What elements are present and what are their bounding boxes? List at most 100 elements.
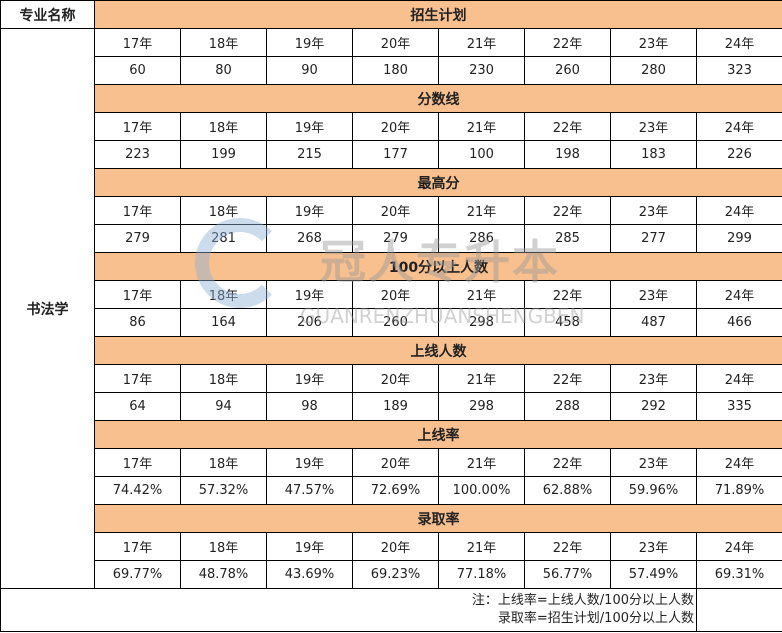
value-cell: 64 [94, 392, 181, 421]
year-cell: 20年 [352, 364, 439, 393]
year-row: 17年 18年 19年 20年 21年 22年 23年 24年 [1, 448, 782, 477]
value-cell: 279 [94, 224, 181, 253]
year-cell: 20年 [352, 112, 439, 141]
year-cell: 17年 [94, 280, 181, 309]
value-cell: 48.78% [180, 560, 267, 589]
empty-cell [696, 588, 782, 632]
value-cell: 280 [610, 56, 697, 85]
value-cell: 74.42% [94, 476, 181, 505]
value-cell: 43.69% [266, 560, 353, 589]
year-cell: 17年 [94, 196, 181, 225]
year-cell: 18年 [180, 364, 267, 393]
value-cell: 323 [696, 56, 782, 85]
value-cell: 285 [524, 224, 611, 253]
year-row: 17年 18年 19年 20年 21年 22年 23年 24年 [1, 196, 782, 225]
value-row: 69.77% 48.78% 43.69% 69.23% 77.18% 56.77% 57.4… [1, 560, 782, 589]
year-row: 17年 18年 19年 20年 21年 22年 23年 24年 [1, 112, 782, 141]
year-cell: 24年 [696, 28, 782, 57]
value-row: 64 94 98 189 298 288 292 335 [1, 392, 782, 421]
year-cell: 19年 [266, 196, 353, 225]
year-cell: 19年 [266, 448, 353, 477]
year-cell: 24年 [696, 280, 782, 309]
value-cell: 226 [696, 140, 782, 169]
value-cell: 72.69% [352, 476, 439, 505]
year-cell: 23年 [610, 532, 697, 561]
value-cell: 487 [610, 308, 697, 337]
section-title: 100分以上人数 [94, 252, 782, 281]
section-title: 上线率 [94, 420, 782, 449]
value-cell: 94 [180, 392, 267, 421]
value-cell: 69.77% [94, 560, 181, 589]
year-row: 17年 18年 19年 20年 21年 22年 23年 24年 [1, 364, 782, 393]
value-cell: 260 [352, 308, 439, 337]
year-cell: 23年 [610, 448, 697, 477]
year-cell: 23年 [610, 196, 697, 225]
major-label-header: 专业名称 [0, 0, 95, 29]
year-cell: 22年 [524, 448, 611, 477]
note-cell: 注：上线率=上线人数/100分以上人数 录取率=招生计划/100分以上人数 [0, 588, 697, 632]
value-cell: 59.96% [610, 476, 697, 505]
section-header-row: 专业名称 招生计划 [0, 0, 782, 29]
year-cell: 18年 [180, 448, 267, 477]
year-cell: 21年 [438, 28, 525, 57]
value-cell: 298 [438, 392, 525, 421]
year-cell: 22年 [524, 280, 611, 309]
year-cell: 18年 [180, 532, 267, 561]
year-cell: 18年 [180, 280, 267, 309]
value-cell: 56.77% [524, 560, 611, 589]
value-cell: 277 [610, 224, 697, 253]
value-cell: 299 [696, 224, 782, 253]
value-row: 60 80 90 180 230 260 280 323 [1, 56, 782, 85]
year-cell: 18年 [180, 28, 267, 57]
value-cell: 164 [180, 308, 267, 337]
year-cell: 23年 [610, 280, 697, 309]
value-cell: 69.23% [352, 560, 439, 589]
year-cell: 17年 [94, 448, 181, 477]
year-row: 17年 18年 19年 20年 21年 22年 23年 24年 [1, 280, 782, 309]
section-header-row: 录取率 [1, 504, 782, 533]
year-row: 书法学 17年 18年 19年 20年 21年 22年 23年 24年 [0, 28, 782, 589]
year-cell: 21年 [438, 532, 525, 561]
section-header-row: 100分以上人数 [1, 252, 782, 281]
value-cell: 62.88% [524, 476, 611, 505]
year-cell: 23年 [610, 364, 697, 393]
year-cell: 22年 [524, 112, 611, 141]
year-cell: 19年 [266, 28, 353, 57]
year-cell: 18年 [180, 112, 267, 141]
value-cell: 189 [352, 392, 439, 421]
value-cell: 298 [438, 308, 525, 337]
value-cell: 199 [180, 140, 267, 169]
value-cell: 80 [180, 56, 267, 85]
value-cell: 100.00% [438, 476, 525, 505]
value-cell: 57.49% [610, 560, 697, 589]
year-cell: 24年 [696, 532, 782, 561]
year-cell: 22年 [524, 532, 611, 561]
value-cell: 206 [266, 308, 353, 337]
value-cell: 98 [266, 392, 353, 421]
year-cell: 20年 [352, 532, 439, 561]
value-cell: 198 [524, 140, 611, 169]
value-cell: 71.89% [696, 476, 782, 505]
note-line-2: 录取率=招生计划/100分以上人数 [497, 611, 694, 626]
value-cell: 215 [266, 140, 353, 169]
value-cell: 281 [180, 224, 267, 253]
value-cell: 86 [94, 308, 181, 337]
year-cell: 17年 [94, 112, 181, 141]
value-cell: 100 [438, 140, 525, 169]
year-cell: 19年 [266, 364, 353, 393]
year-cell: 20年 [352, 448, 439, 477]
value-cell: 260 [524, 56, 611, 85]
value-cell: 60 [94, 56, 181, 85]
section-title: 录取率 [94, 504, 782, 533]
year-row: 17年 18年 19年 20年 21年 22年 23年 24年 [1, 532, 782, 561]
value-cell: 230 [438, 56, 525, 85]
year-cell: 19年 [266, 280, 353, 309]
value-cell: 288 [524, 392, 611, 421]
section-title: 最高分 [94, 168, 782, 197]
year-cell: 24年 [696, 448, 782, 477]
value-cell: 279 [352, 224, 439, 253]
value-cell: 268 [266, 224, 353, 253]
value-cell: 177 [352, 140, 439, 169]
year-cell: 17年 [94, 532, 181, 561]
